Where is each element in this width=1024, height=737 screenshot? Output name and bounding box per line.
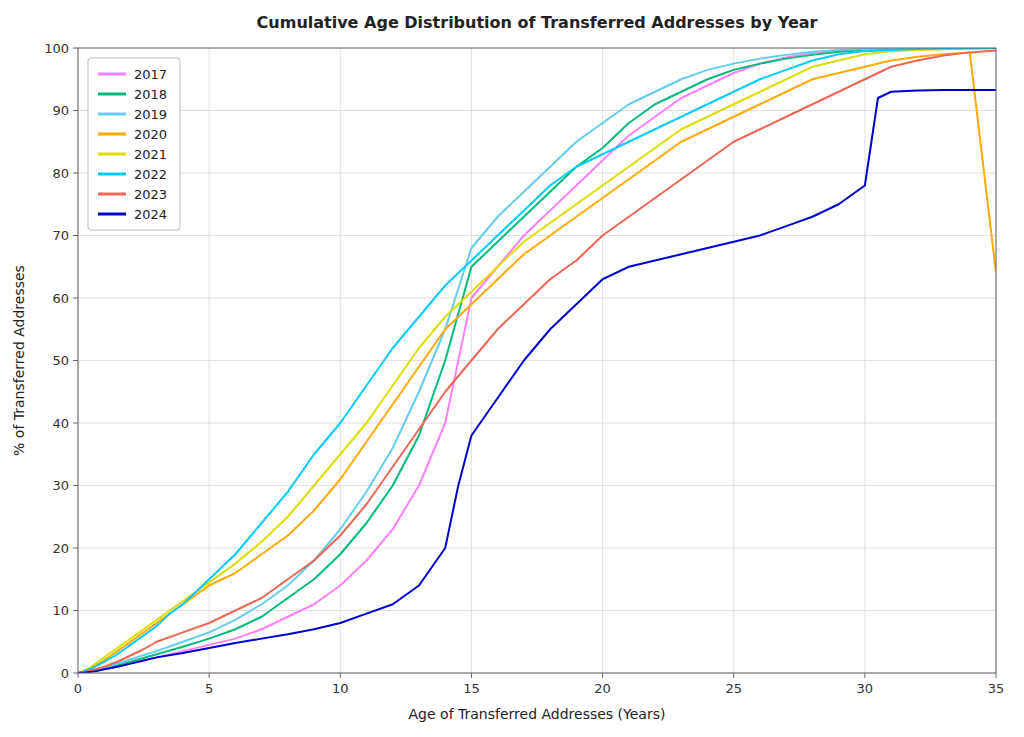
x-tick-label: 0 [74, 681, 82, 696]
legend-label: 2023 [134, 187, 167, 202]
legend-label: 2022 [134, 167, 167, 182]
x-tick-label: 35 [988, 681, 1005, 696]
x-tick [602, 673, 603, 678]
x-tick-label: 20 [594, 681, 611, 696]
y-tick [73, 235, 78, 236]
y-tick [73, 360, 78, 361]
y-grid-line [78, 298, 996, 299]
series-line [78, 48, 996, 673]
y-grid-line [78, 610, 996, 611]
y-tick [73, 48, 78, 49]
x-tick [864, 673, 865, 678]
legend-swatch [98, 93, 126, 96]
series-line [78, 48, 996, 673]
legend-swatch [98, 213, 126, 216]
x-tick-label: 30 [857, 681, 874, 696]
legend-box [88, 58, 180, 230]
y-tick-label: 30 [52, 478, 69, 493]
plot-area [78, 48, 996, 673]
plot-frame [78, 48, 996, 673]
y-tick [73, 110, 78, 111]
legend-swatch [98, 133, 126, 136]
y-tick-label: 20 [52, 541, 69, 556]
legend-label: 2019 [134, 107, 167, 122]
title: Cumulative Age Distribution of Transferr… [257, 13, 818, 32]
y-tick [73, 173, 78, 174]
series-line [78, 48, 996, 673]
series-line [78, 90, 996, 673]
y-grid-line [78, 235, 996, 236]
legend-label: 2018 [134, 87, 167, 102]
x-tick [996, 673, 997, 678]
legend-swatch [98, 113, 126, 116]
legend-swatch [98, 173, 126, 176]
y-grid-line [78, 110, 996, 111]
x-tick-label: 5 [205, 681, 213, 696]
y-grid-line [78, 423, 996, 424]
y-tick [73, 423, 78, 424]
series-line [78, 51, 996, 674]
y-grid-line [78, 360, 996, 361]
y-tick-label: 10 [52, 603, 69, 618]
y-tick-label: 0 [61, 666, 69, 681]
y-tick [73, 298, 78, 299]
y-tick-label: 40 [52, 416, 69, 431]
legend-swatch [98, 73, 126, 76]
series-line [78, 48, 996, 673]
legend-swatch [98, 193, 126, 196]
x-tick-label: 25 [725, 681, 742, 696]
y-tick-label: 60 [52, 291, 69, 306]
series-line [78, 48, 996, 673]
y-tick-label: 90 [52, 103, 69, 118]
legend-label: 2024 [134, 207, 167, 222]
y-tick [73, 673, 78, 674]
y-tick-label: 80 [52, 166, 69, 181]
legend-swatch [98, 153, 126, 156]
legend: 2017 2018 2019 2020 2021 2022 2023 2024 [88, 58, 180, 230]
legend-label: 2020 [134, 127, 167, 142]
chart: 0 5 10 15 20 25 30 35 0 10 20 30 40 50 60 70 80 90 100 Cumu… [0, 0, 1024, 737]
y-grid-line [78, 173, 996, 174]
grid [78, 48, 996, 673]
x-tick [471, 673, 472, 678]
x-axis-label: Age of Transferred Addresses (Years) [409, 706, 666, 722]
legend-label: 2021 [134, 147, 167, 162]
y-grid-line [78, 548, 996, 549]
x-tick [733, 673, 734, 678]
legend-label: 2017 [134, 67, 167, 82]
y-tick [73, 485, 78, 486]
y-tick [73, 610, 78, 611]
series-lines [78, 48, 996, 673]
y-tick [73, 548, 78, 549]
x-tick [209, 673, 210, 678]
y-tick-label: 100 [44, 41, 69, 56]
series-line [78, 52, 996, 673]
y-grid-line [78, 485, 996, 486]
x-tick-label: 15 [463, 681, 480, 696]
axes: 0 5 10 15 20 25 30 35 0 10 20 30 40 50 60 70 80 90 100 [44, 41, 1004, 697]
y-axis-label: % of Transferred Addresses [11, 265, 27, 456]
x-tick [78, 673, 79, 678]
x-tick-label: 10 [332, 681, 349, 696]
x-tick [340, 673, 341, 678]
y-tick-label: 50 [52, 353, 69, 368]
y-tick-label: 70 [52, 228, 69, 243]
